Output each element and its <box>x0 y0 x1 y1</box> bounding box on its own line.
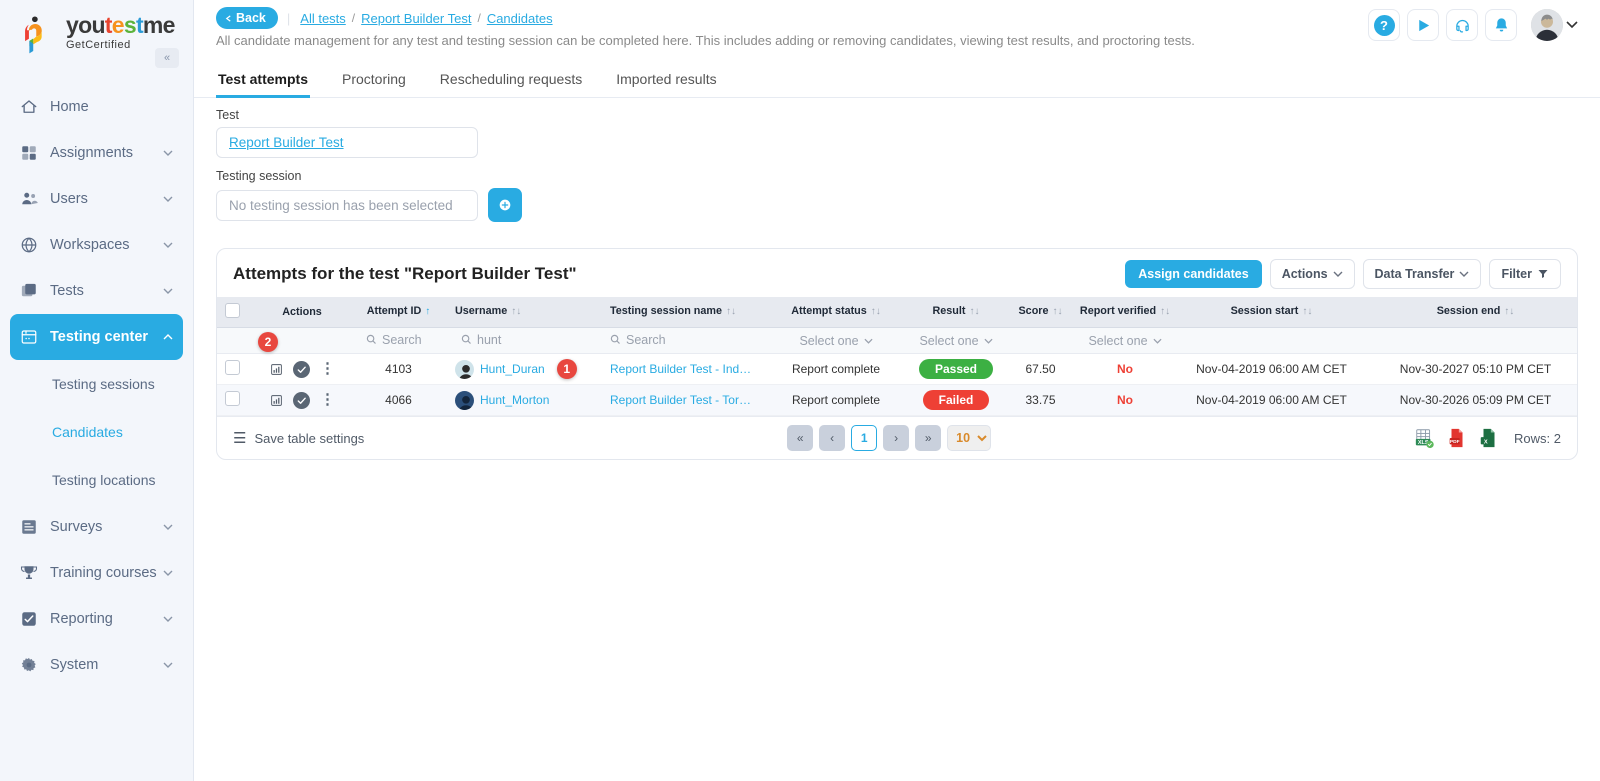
svg-text:X: X <box>1484 440 1488 446</box>
svg-text:PDF: PDF <box>1450 439 1460 445</box>
